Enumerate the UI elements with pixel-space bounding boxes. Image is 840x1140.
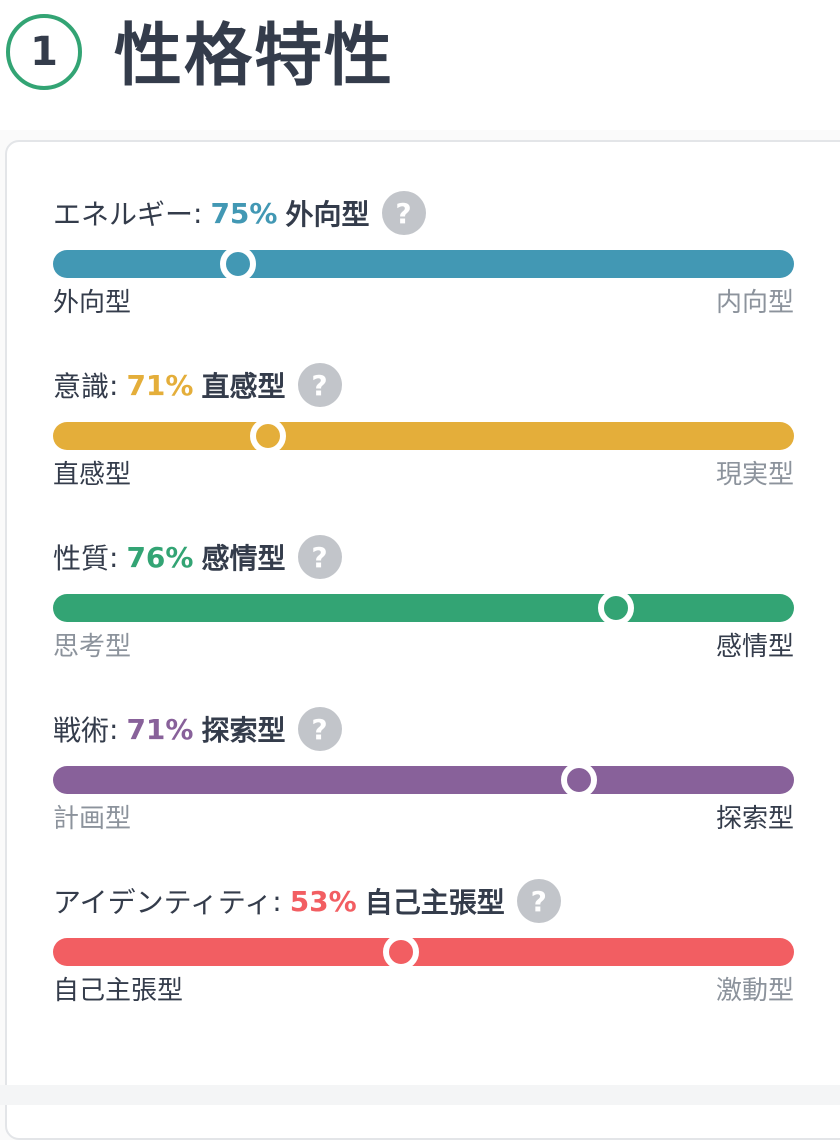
- slider-knob[interactable]: [561, 762, 598, 798]
- trait-label: 意識: 71% 直感型 ?: [53, 363, 342, 407]
- section-header: 1 性格特性: [0, 0, 840, 130]
- right-pole-label: 現実型: [715, 460, 794, 490]
- trait-type: 直感型: [201, 370, 286, 403]
- left-pole-label: 計画型: [53, 804, 132, 834]
- trait-label: 性質: 76% 感情型 ?: [53, 535, 342, 579]
- trait-slider-bar: [53, 762, 794, 798]
- trait-type: 感情型: [201, 542, 286, 575]
- left-pole-label: 外向型: [53, 288, 132, 318]
- slider-knob[interactable]: [598, 590, 635, 626]
- trait-type: 外向型: [285, 198, 370, 231]
- trait-slider-bar: [53, 418, 794, 454]
- question-mark-icon[interactable]: ?: [297, 363, 342, 407]
- right-pole-label: 探索型: [715, 804, 794, 834]
- section-number-badge: 1: [6, 14, 82, 90]
- trait-slider-bar: [53, 590, 794, 626]
- slider-knob[interactable]: [249, 418, 286, 454]
- right-pole-label: 感情型: [715, 632, 794, 662]
- trait-label: アイデンティティ: 53% 自己主張型 ?: [53, 879, 561, 923]
- trait-name: 性質: [53, 542, 110, 575]
- section-title: 性格特性: [114, 17, 395, 96]
- slider-knob[interactable]: [220, 246, 257, 282]
- left-pole-label: 思考型: [53, 632, 132, 662]
- trait-percent: 53%: [289, 884, 357, 918]
- left-pole-label: 直感型: [53, 460, 132, 490]
- personality-traits-card: [5, 140, 840, 1140]
- trait-slider-bar: [53, 934, 794, 970]
- trait-slider-bar: [53, 246, 794, 282]
- left-pole-label: 自己主張型: [53, 976, 184, 1006]
- right-pole-label: 内向型: [715, 288, 794, 318]
- trait-label: エネルギー: 75% 外向型 ?: [53, 191, 426, 235]
- trait-name: エネルギー: [53, 198, 194, 231]
- question-mark-icon[interactable]: ?: [297, 707, 342, 751]
- trait-type: 自己主張型: [364, 886, 505, 919]
- trait-percent: 71%: [126, 368, 194, 402]
- trait-name: 意識: [53, 370, 110, 403]
- trait-label: 戦術: 71% 探索型 ?: [53, 707, 342, 751]
- question-mark-icon[interactable]: ?: [516, 879, 561, 923]
- bottom-strip: [0, 1085, 840, 1105]
- trait-name: 戦術: [53, 714, 110, 747]
- trait-percent: 76%: [126, 540, 194, 574]
- trait-percent: 75%: [210, 196, 278, 230]
- right-pole-label: 激動型: [715, 976, 794, 1006]
- trait-name: アイデンティティ: [53, 886, 273, 919]
- question-mark-icon[interactable]: ?: [381, 191, 426, 235]
- trait-type: 探索型: [201, 714, 286, 747]
- question-mark-icon[interactable]: ?: [297, 535, 342, 579]
- trait-percent: 71%: [126, 712, 194, 746]
- slider-knob[interactable]: [383, 934, 420, 970]
